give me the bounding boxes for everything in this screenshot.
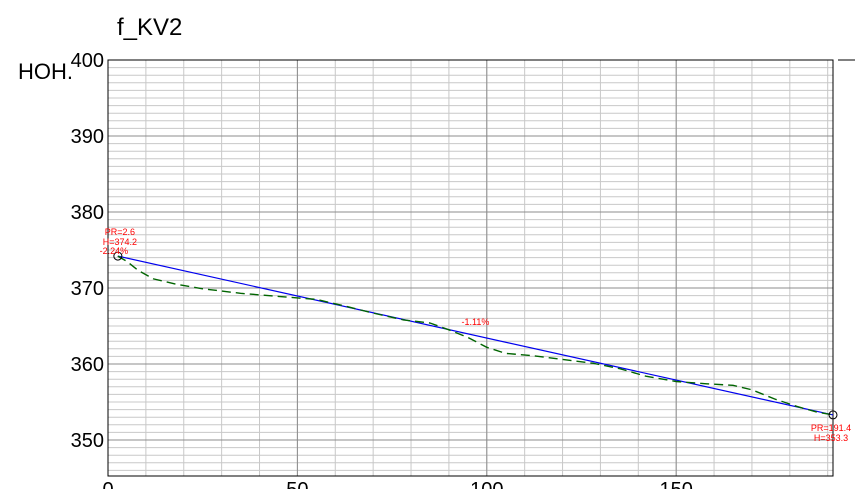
y-tick-label: 390	[71, 126, 104, 148]
data-annotation: H=353.3	[814, 433, 848, 443]
y-tick-label: 370	[71, 278, 104, 300]
y-axis-label: НОН.	[18, 59, 73, 84]
data-annotation: PR=191.4	[811, 423, 851, 433]
series-design-line	[117, 255, 834, 416]
minor-grid	[107, 59, 833, 476]
data-annotation: -2.24%	[100, 246, 129, 256]
x-tick-label: 0	[102, 479, 113, 489]
series-group	[117, 255, 834, 416]
y-tick-label: 380	[71, 202, 104, 224]
x-tick-label: 150	[659, 479, 692, 489]
series-ground-line	[117, 255, 834, 416]
x-tick-label: 100	[470, 479, 503, 489]
y-tick-label: 350	[71, 430, 104, 452]
chart-title: f_KV2	[117, 14, 183, 41]
data-annotation: PR=2.6	[105, 227, 135, 237]
plot-frame	[107, 59, 834, 477]
data-annotation: -1.11%	[461, 317, 489, 327]
major-grid	[107, 59, 833, 476]
x-tick-label: 50	[286, 479, 308, 489]
vertex-marker	[828, 410, 838, 420]
annotations-group: PR=2.6H=374.2-2.24% -1.11% PR=191.4H=353.3	[100, 227, 852, 443]
data-annotation: H=374.2	[103, 237, 137, 247]
y-tick-label: 400	[71, 50, 104, 72]
markers-group	[113, 251, 838, 420]
tick-labels: 350 360 370 380 390 400 0 50 100 150	[71, 50, 693, 489]
vertex-marker	[113, 251, 123, 261]
y-tick-label: 360	[71, 354, 104, 376]
